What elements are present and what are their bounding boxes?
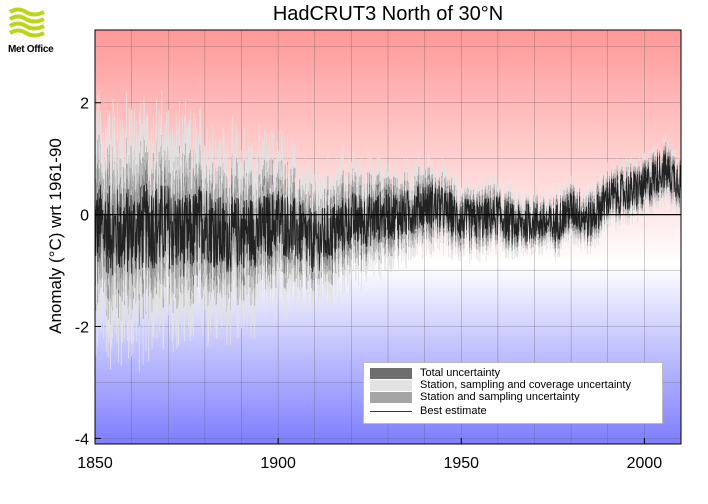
met-office-logo: Met Office [8, 6, 60, 55]
met-office-logo-text: Met Office [8, 44, 54, 55]
met-office-wave-logo-icon [8, 7, 45, 38]
